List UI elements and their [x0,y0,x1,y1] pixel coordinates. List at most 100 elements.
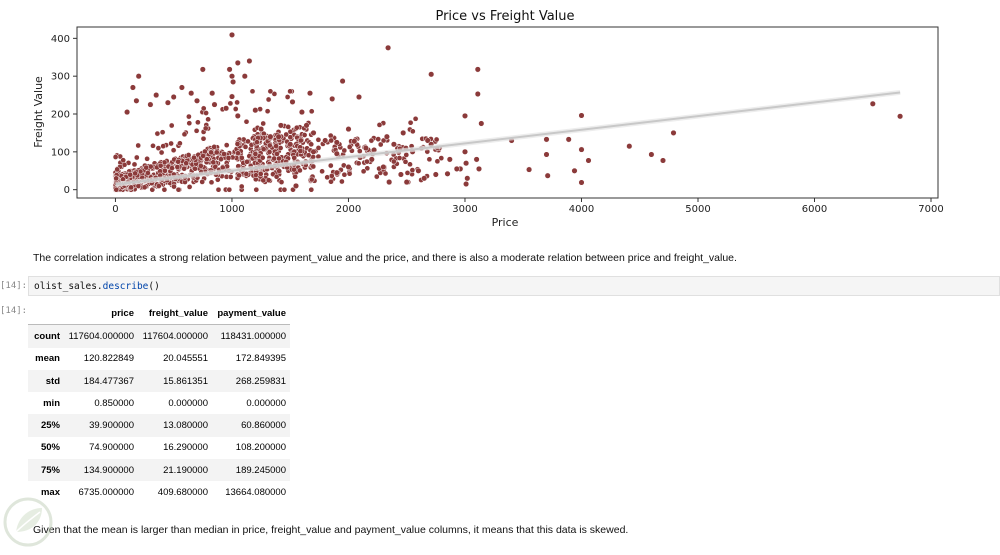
scatter-point [328,178,334,185]
scatter-point [397,171,404,178]
scatter-point [186,184,193,190]
scatter-point [191,154,197,161]
scatter-point [128,184,134,191]
x-axis-title: Price [492,216,519,229]
scatter-point [223,142,230,148]
scatter-point [155,183,162,189]
scatter-point [360,168,367,175]
scatter-point [144,155,150,162]
scatter-point [210,159,217,166]
scatter-point [260,120,267,127]
scatter-point [199,179,206,185]
axes-layer: 0 1000 2000 3000 4000 5000 6000 7000 0 100 200 300 4… [51,34,944,215]
scatter-point [409,167,416,173]
table-row: std 184.477367 15.861351 268.259831 [28,369,290,393]
scatter-point [243,118,250,125]
scatter-point [291,166,297,173]
scatter-point [306,90,314,97]
scatter-point [473,156,480,163]
scatter-point [175,186,182,193]
table-cell: 16.290000 [163,442,208,454]
scatter-point [131,161,138,168]
row-label: count [34,330,60,342]
scatter-point [226,186,233,193]
scatter-point [341,171,348,178]
table-row: max 6735.000000 409.680000 13664.080000 [28,481,290,503]
scatter-point [351,138,358,145]
scatter-point [375,136,382,142]
leaf-logo-icon [2,494,54,550]
scatter-point [164,99,171,106]
scatter-point [234,141,241,147]
row-label: max [40,487,60,499]
scatter-point [421,175,428,182]
scatter-point [308,108,315,115]
scatter-point [178,84,185,91]
scatter-point [578,179,585,186]
scatter-point [585,157,592,164]
scatter-point [543,136,550,143]
scatter-point [181,131,188,138]
code-cell-editor[interactable]: olist_sales.describe() [28,276,1000,296]
scatter-point [463,180,470,188]
scatter-point [244,158,250,165]
scatter-point [341,147,348,154]
scatter-point [308,176,315,183]
y-tick-label: 300 [51,72,70,83]
scatter-point [461,112,469,119]
scatter-point [478,120,485,127]
scatter-point [289,98,296,105]
scatter-point [383,133,390,140]
scatter-point [228,73,236,80]
x-tick-label: 7000 [918,204,943,215]
scatter-point [474,90,481,98]
scatter-point [461,148,469,155]
scatter-point [409,128,416,135]
x-tick-label: 5000 [685,204,710,215]
scatter-point [246,57,253,65]
row-label: 75% [40,464,60,476]
points-layer [112,31,904,193]
scatter-point [253,186,260,193]
scatter-point [433,136,440,143]
scatter-point [193,127,200,134]
y-tick-label: 200 [51,110,70,121]
scatter-point [160,143,167,149]
scatter-point [177,140,183,147]
scatter-point [257,106,263,112]
scatter-point [242,144,249,150]
row-label: std [45,375,60,387]
code-line: olist_sales.describe() [34,281,160,292]
table-cell: 74.900000 [89,442,134,454]
scatter-point [195,119,201,126]
scatter-point [368,156,375,163]
scatter-point [373,173,380,180]
row-label: 25% [40,420,60,432]
table-row: count 117604.000000 117604.000000 118431… [28,324,290,348]
scatter-point [869,100,876,107]
scatter-point [438,155,445,161]
scatter-point [260,146,267,153]
scatter-point [234,99,240,106]
regression-layer [115,89,901,187]
scatter-point [355,93,363,101]
scatter-point [403,152,410,158]
scatter-point [215,186,222,193]
scatter-point [446,156,453,163]
scatter-point [319,168,325,175]
scatter-point [265,96,272,103]
table-row: 25% 39.900000 13.080000 60.860000 [28,414,290,437]
scatter-point [281,186,288,193]
scatter-point [283,131,290,138]
scatter-point [129,84,136,91]
scatter-point [154,130,161,137]
plot-frame [76,26,939,199]
scatter-point [171,183,177,190]
scatter-point [232,106,239,112]
y-tick-label: 100 [51,147,70,158]
input-prompt: [14]: [0,281,26,291]
scatter-chart: Price vs Freight Value 0 1000 2000 3000 4000… [32,9,944,229]
scatter-point [385,44,392,51]
scatter-point [259,154,266,161]
x-tick-label: 4000 [569,204,594,215]
